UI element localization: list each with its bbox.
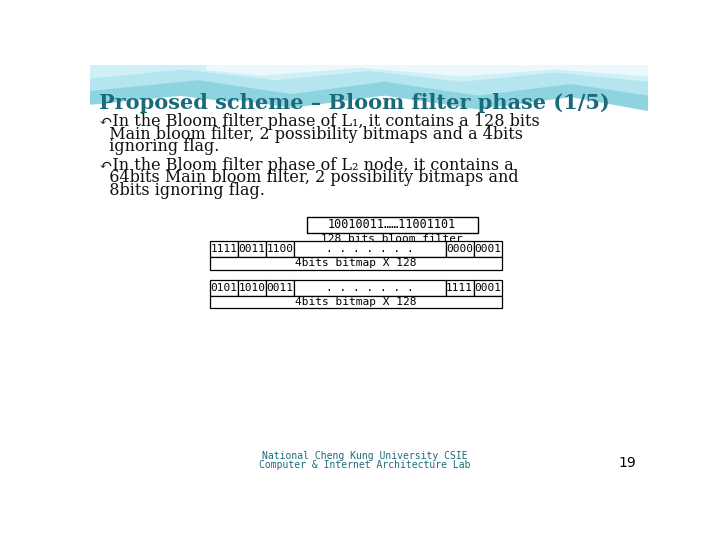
Bar [446,241,474,257]
Polygon shape [90,65,307,103]
Text: Proposed scheme – Bloom filter phase (1/5): Proposed scheme – Bloom filter phase (1/… [99,93,610,113]
Bar [446,280,474,296]
Bar [294,280,446,296]
Text: 0001: 0001 [474,244,501,254]
Bar [210,257,502,269]
Bar [210,280,238,296]
Polygon shape [206,65,648,76]
Text: Main bloom filter, 2 possibility bitmaps and a 4bits: Main bloom filter, 2 possibility bitmaps… [99,126,523,143]
Bar [266,241,294,257]
Text: Computer & Internet Architecture Lab: Computer & Internet Architecture Lab [259,460,471,470]
Bar [474,241,502,257]
Bar [238,241,266,257]
Text: 0000: 0000 [446,244,473,254]
Text: 4bits bitmap X 128: 4bits bitmap X 128 [295,259,417,268]
Bar [210,241,238,257]
Bar [474,280,502,296]
Text: . . . . . . .: . . . . . . . [326,244,414,254]
Text: ↶In the Bloom filter phase of L₁, it contains a 128 bits: ↶In the Bloom filter phase of L₁, it con… [99,113,540,130]
Bar [238,280,266,296]
Text: ignoring flag.: ignoring flag. [99,138,220,155]
Text: 1100: 1100 [266,244,293,254]
Text: 1111: 1111 [446,283,473,293]
Polygon shape [90,65,648,96]
Bar [210,296,502,308]
Text: 1111: 1111 [210,244,238,254]
Polygon shape [90,65,648,111]
Text: 4bits bitmap X 128: 4bits bitmap X 128 [295,297,417,307]
Text: National Cheng Kung University CSIE: National Cheng Kung University CSIE [262,450,468,461]
Text: 0011: 0011 [266,283,293,293]
Text: 19: 19 [618,456,636,470]
Text: 0101: 0101 [210,283,238,293]
Bar [307,217,477,233]
Text: . . . . . . .: . . . . . . . [326,283,414,293]
Text: 0011: 0011 [238,244,266,254]
Text: 10010011……11001101: 10010011……11001101 [328,219,456,232]
Text: 8bits ignoring flag.: 8bits ignoring flag. [99,182,265,199]
Text: 64bits Main bloom filter, 2 possibility bitmaps and: 64bits Main bloom filter, 2 possibility … [99,170,519,186]
Polygon shape [90,65,648,82]
Bar [266,280,294,296]
Text: 1010: 1010 [238,283,266,293]
Text: 0001: 0001 [474,283,501,293]
Text: 128 bits bloom filter: 128 bits bloom filter [321,234,463,244]
Text: ↶In the Bloom filter phase of L₂ node, it contains a: ↶In the Bloom filter phase of L₂ node, i… [99,157,514,174]
Bar [294,241,446,257]
